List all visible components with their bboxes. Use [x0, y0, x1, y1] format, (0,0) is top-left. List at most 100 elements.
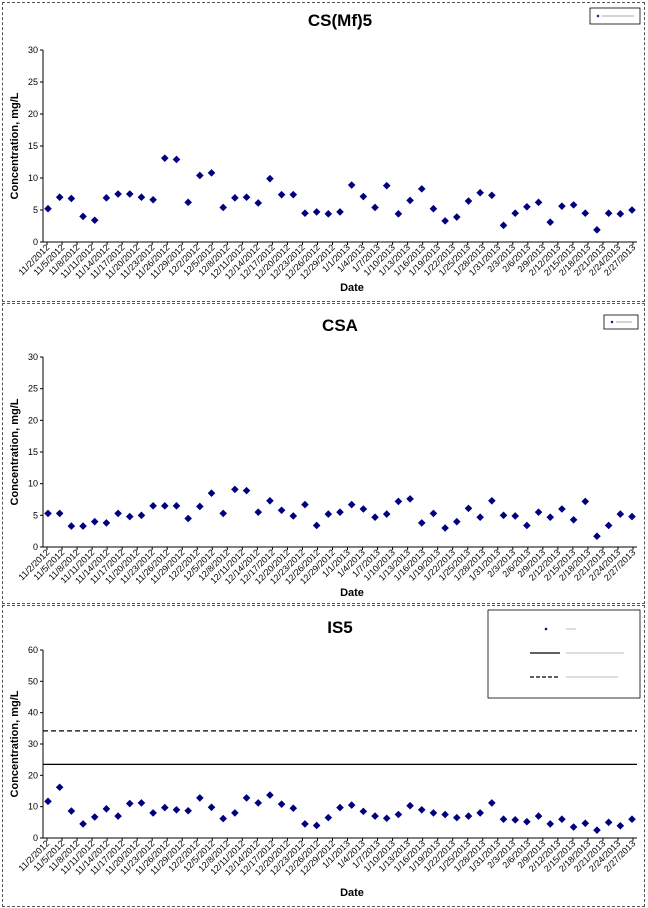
- chart-panel-3: IS5 0 10 20 30 40 50 60 Concentration, mg/L Date 1…: [2, 605, 645, 907]
- data-point: [161, 502, 169, 510]
- data-point: [417, 519, 426, 527]
- data-point: [569, 201, 578, 209]
- data-point: [347, 500, 356, 509]
- data-point: [382, 181, 391, 190]
- data-point: [125, 190, 134, 198]
- data-point: [581, 497, 590, 506]
- legend-marker: [596, 14, 600, 18]
- data-point: [593, 532, 601, 541]
- data-point: [172, 806, 181, 814]
- data-point: [172, 502, 181, 510]
- data-point: [254, 799, 263, 807]
- data-point: [219, 814, 227, 823]
- data-point: [441, 810, 449, 819]
- data-point: [301, 820, 309, 828]
- y-tick-label: 25: [28, 384, 38, 394]
- y-tick-label: 10: [28, 173, 38, 183]
- data-point: [347, 181, 356, 189]
- data-point: [90, 216, 99, 225]
- data-point: [125, 512, 134, 521]
- data-point: [488, 191, 496, 200]
- data-point: [184, 806, 192, 815]
- data-point: [546, 820, 555, 828]
- y-tick-label: 5: [33, 205, 38, 215]
- data-point: [616, 510, 625, 518]
- data-point: [277, 190, 286, 199]
- data-point: [417, 806, 426, 814]
- data-point: [558, 505, 566, 513]
- data-point: [382, 510, 391, 518]
- data-point: [114, 509, 122, 518]
- data-point: [102, 805, 111, 813]
- data-point: [149, 809, 157, 817]
- data-point: [266, 496, 274, 505]
- data-point: [464, 197, 473, 205]
- y-axis-title: Concentration, mg/L: [9, 398, 21, 505]
- data-point: [628, 512, 636, 521]
- data-point: [149, 502, 157, 510]
- y-tick-label: 20: [28, 109, 38, 119]
- x-axis-title: Date: [340, 282, 364, 294]
- data-point: [464, 812, 473, 820]
- data-point: [102, 194, 111, 202]
- data-point: [324, 210, 333, 218]
- data-point: [125, 799, 134, 808]
- y-tick-label: 0: [33, 542, 38, 552]
- y-tick-label: 30: [28, 739, 38, 749]
- data-point: [207, 489, 216, 497]
- data-point: [149, 195, 157, 204]
- data-point: [371, 812, 379, 820]
- data-point: [628, 815, 636, 823]
- data-point: [359, 505, 368, 513]
- data-point: [453, 213, 461, 221]
- data-point: [511, 512, 519, 520]
- data-point: [312, 521, 321, 530]
- y-tick-label: 0: [33, 833, 38, 843]
- data-point: [67, 807, 76, 815]
- chart-panel-2: CSA 0 5 10 15 20 25 30 Concentration, mg/L Date 11…: [2, 303, 645, 604]
- data-point: [417, 185, 426, 193]
- data-point: [196, 171, 204, 180]
- data-point: [347, 801, 356, 809]
- y-axis-title: Concentration, mg/L: [9, 92, 21, 199]
- data-point: [499, 815, 508, 823]
- y-tick-label: 20: [28, 415, 38, 425]
- data-point: [394, 210, 403, 218]
- y-tick-label: 50: [28, 676, 38, 686]
- data-point: [231, 485, 239, 494]
- data-point: [336, 803, 344, 812]
- data-point: [79, 212, 87, 221]
- data-point: [616, 821, 625, 830]
- data-point: [207, 803, 216, 812]
- data-point: [604, 209, 613, 217]
- legend-marker: [610, 320, 614, 324]
- data-point: [616, 210, 625, 218]
- data-point: [312, 208, 321, 216]
- data-point: [441, 524, 449, 532]
- y-tick-label: 40: [28, 708, 38, 718]
- legend-box: [487, 609, 641, 699]
- y-tick-label: 10: [28, 479, 38, 489]
- data-point: [289, 512, 298, 520]
- data-point: [593, 826, 601, 834]
- data-point: [44, 797, 52, 806]
- data-point: [523, 521, 531, 530]
- data-point: [546, 513, 555, 522]
- data-point: [242, 794, 251, 802]
- y-tick-label: 25: [28, 77, 38, 87]
- data-point: [406, 801, 414, 810]
- data-point: [79, 820, 87, 828]
- data-point: [277, 800, 286, 808]
- data-point: [406, 495, 414, 503]
- data-point: [558, 815, 566, 823]
- data-point: [394, 810, 403, 819]
- chart-title: CS(Mf)5: [308, 11, 372, 30]
- data-point: [79, 522, 87, 530]
- data-point: [581, 819, 590, 828]
- chart-cs-mf5: CS(Mf)5 0 5 10 15 20 25 30 Concentration, mg/L Da…: [9, 7, 641, 294]
- data-point: [429, 509, 438, 518]
- data-point: [242, 193, 251, 201]
